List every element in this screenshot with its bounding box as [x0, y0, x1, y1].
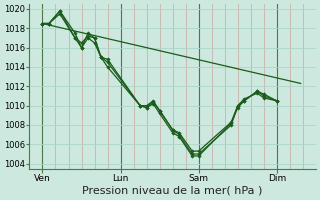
- X-axis label: Pression niveau de la mer( hPa ): Pression niveau de la mer( hPa ): [83, 186, 263, 196]
